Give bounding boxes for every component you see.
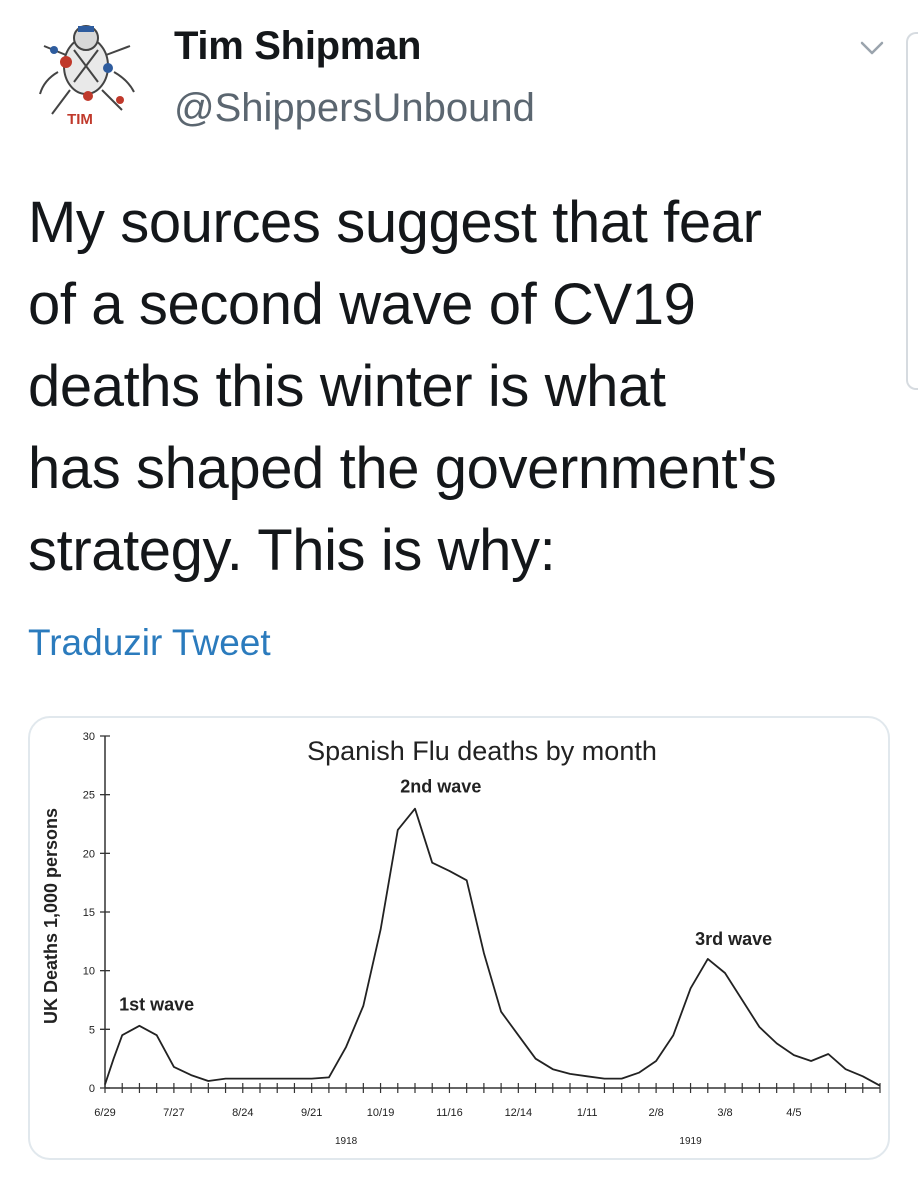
author-name[interactable]: Tim Shipman — [174, 24, 422, 68]
y-tick-label: 5 — [89, 1024, 95, 1036]
chevron-down-icon[interactable] — [858, 38, 886, 58]
year-label: 1919 — [679, 1136, 702, 1147]
series-line — [104, 807, 881, 1087]
tweet-text: My sources suggest that fear of a second… — [28, 190, 777, 583]
spanish-flu-chart: Spanish Flu deaths by month 0 5 10 15 20 25 30 U… — [41, 731, 881, 1147]
annotation-label: 1st wave — [119, 995, 194, 1015]
scrollbar-edge — [906, 32, 918, 390]
x-tick-label: 10/19 — [367, 1107, 395, 1119]
y-tick-label: 10 — [83, 966, 95, 978]
y-tick-label: 20 — [83, 848, 95, 860]
avatar-illustration: TIM — [39, 25, 135, 128]
x-tick-label: 7/27 — [163, 1107, 184, 1119]
y-tick-label: 30 — [83, 731, 95, 743]
annotation-label: 2nd wave — [400, 776, 481, 796]
avatar-label: TIM — [67, 111, 93, 128]
x-tick-label: 3/8 — [717, 1107, 732, 1119]
x-tick-label: 4/5 — [786, 1107, 801, 1119]
x-tick-label: 12/14 — [505, 1107, 533, 1119]
tweet-media-image[interactable]: Spanish Flu deaths by month 0 5 10 15 20 25 30 U… — [28, 716, 890, 1160]
avatar[interactable]: TIM — [30, 10, 142, 128]
x-tick-label: 8/24 — [232, 1107, 253, 1119]
chart-title: Spanish Flu deaths by month — [307, 736, 657, 766]
author-handle[interactable]: @ShippersUnbound — [174, 86, 535, 130]
annotation-label: 3rd wave — [695, 929, 772, 949]
year-label: 1918 — [335, 1136, 358, 1147]
x-tick-label: 9/21 — [301, 1107, 322, 1119]
x-tick-label: 11/16 — [436, 1107, 463, 1119]
y-axis-label: UK Deaths 1,000 persons — [41, 808, 61, 1024]
y-tick-label: 15 — [83, 907, 95, 919]
x-tick-label: 2/8 — [648, 1107, 663, 1119]
x-tick-label: 1/11 — [577, 1107, 598, 1119]
y-tick-label: 0 — [89, 1083, 95, 1095]
translate-tweet-link[interactable]: Traduzir Tweet — [28, 622, 271, 663]
y-tick-label: 25 — [83, 790, 95, 802]
x-tick-label: 6/29 — [94, 1107, 115, 1119]
